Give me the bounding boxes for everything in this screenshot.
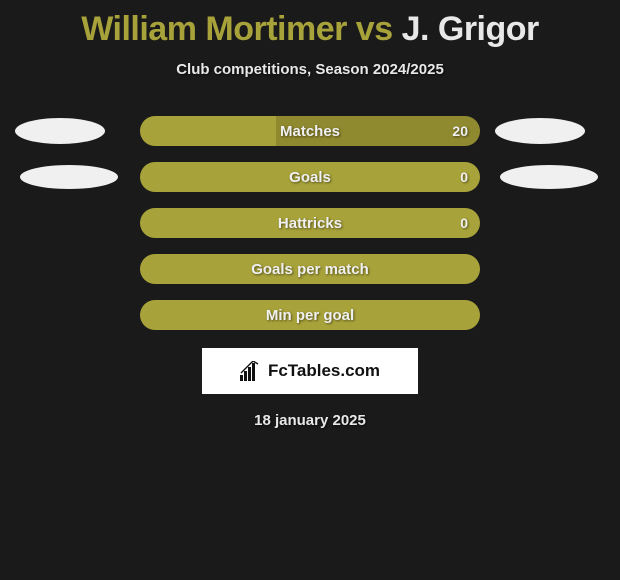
- stat-row: Goals per match: [0, 254, 620, 284]
- stat-row: Min per goal: [0, 300, 620, 330]
- logo-box: FcTables.com: [202, 348, 418, 394]
- bar-seg-left: [140, 116, 276, 146]
- date-label: 18 january 2025: [0, 412, 620, 429]
- bar-seg-left: [140, 162, 480, 192]
- bar-seg-left: [140, 208, 480, 238]
- right-blob: [495, 118, 585, 144]
- stat-bar: Hattricks0: [140, 208, 480, 238]
- stat-bar: Goals0: [140, 162, 480, 192]
- bar-seg-left: [140, 254, 480, 284]
- right-blob: [500, 165, 598, 189]
- logo-text: FcTables.com: [268, 361, 380, 381]
- fctables-icon: [240, 361, 262, 381]
- subtitle: Club competitions, Season 2024/2025: [0, 61, 620, 78]
- left-blob: [15, 118, 105, 144]
- stat-row: Matches20: [0, 116, 620, 146]
- vs-label: vs: [356, 10, 393, 48]
- stat-bar: Matches20: [140, 116, 480, 146]
- bar-seg-left: [140, 300, 480, 330]
- stat-rows: Matches20 Goals0 Hattricks0 Goals per match…: [0, 116, 620, 330]
- stat-row: Hattricks0: [0, 208, 620, 238]
- stat-row: Goals0: [0, 162, 620, 192]
- player2-name: J. Grigor: [402, 10, 539, 48]
- stat-bar: Goals per match: [140, 254, 480, 284]
- stat-bar: Min per goal: [140, 300, 480, 330]
- left-blob: [20, 165, 118, 189]
- page-title: William Mortimer vs J. Grigor: [0, 0, 620, 49]
- player1-name: William Mortimer: [81, 10, 347, 48]
- bar-seg-right: [276, 116, 480, 146]
